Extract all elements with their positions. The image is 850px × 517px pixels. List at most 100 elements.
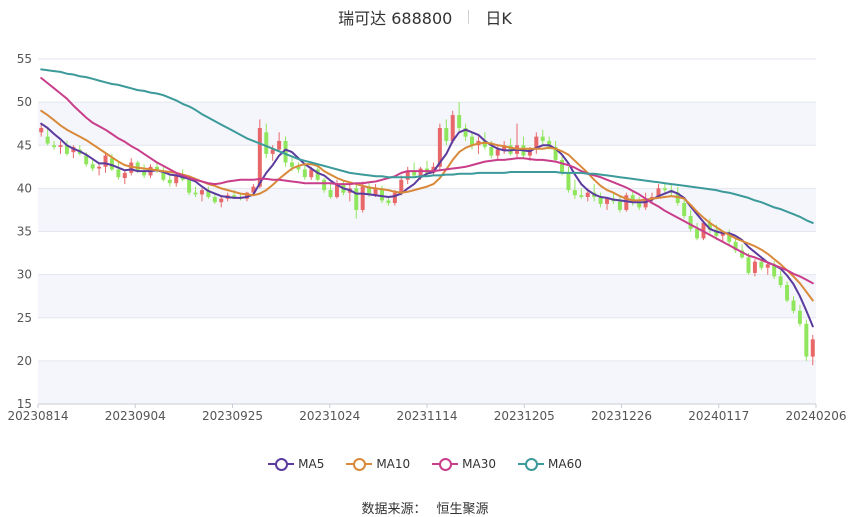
candle: [785, 281, 790, 303]
y-tick-label: 30: [17, 268, 32, 282]
candle-body: [39, 128, 44, 133]
candle-body: [199, 190, 204, 195]
candle-body: [797, 310, 802, 324]
candle: [193, 186, 198, 197]
candle-body: [193, 192, 198, 195]
legend-item-ma10[interactable]: MA10: [346, 457, 410, 471]
candle-body: [232, 195, 237, 197]
legend-item-ma30[interactable]: MA30: [432, 457, 496, 471]
grid-band: [38, 360, 816, 404]
header-divider: [468, 10, 470, 24]
candle: [791, 296, 796, 314]
candle: [534, 132, 539, 154]
candle-body: [289, 162, 294, 167]
candle: [778, 270, 783, 288]
candle-body: [244, 192, 249, 199]
candle: [810, 335, 815, 366]
candle-body: [585, 192, 590, 197]
ma-line-ma30: [40, 77, 814, 285]
candle-body: [714, 229, 719, 236]
candle-body: [52, 145, 57, 147]
candle: [58, 140, 63, 154]
candle-body: [264, 132, 269, 154]
candle: [90, 158, 95, 172]
legend-item-ma5[interactable]: MA5: [268, 457, 324, 471]
candle-body: [662, 188, 667, 191]
candle: [804, 319, 809, 361]
candle-body: [598, 197, 603, 204]
candle-body: [97, 166, 102, 169]
candle-body: [360, 186, 365, 210]
candle: [637, 197, 642, 210]
legend-marker: [518, 458, 545, 471]
candle: [752, 259, 757, 277]
candle-body: [566, 172, 571, 191]
candle-body: [322, 179, 327, 191]
candle-body: [116, 169, 121, 178]
candle-body: [637, 203, 642, 208]
candle: [296, 162, 301, 173]
candle-body: [624, 195, 629, 210]
candle-body: [367, 186, 372, 195]
candle-body: [309, 169, 314, 178]
moving-average-lines: [40, 68, 814, 328]
chart-header: 瑞可达 688800 日K: [0, 5, 850, 29]
candle-body: [386, 200, 391, 204]
candle: [457, 102, 462, 133]
x-tick-label: 20231024: [299, 409, 360, 423]
candle-body: [399, 179, 404, 193]
period-label[interactable]: 日K: [485, 9, 512, 28]
candle: [553, 140, 558, 163]
grid-band: [38, 102, 816, 146]
candle-body: [251, 186, 256, 193]
candle-body: [283, 140, 288, 163]
candle-body: [219, 198, 224, 203]
candle-body: [752, 261, 757, 273]
candle: [797, 304, 802, 327]
x-tick-label: 20230904: [105, 409, 166, 423]
candle-body: [154, 166, 159, 172]
candle: [334, 179, 339, 199]
candle: [264, 123, 269, 159]
candle: [206, 186, 211, 199]
candle-body: [354, 188, 359, 210]
candle: [431, 162, 436, 176]
candle-body: [617, 201, 622, 210]
candle: [566, 166, 571, 193]
candle: [283, 136, 288, 167]
legend-label: MA30: [462, 457, 497, 471]
candle: [688, 209, 693, 232]
candle-body: [502, 145, 507, 150]
candle: [598, 192, 603, 208]
candle: [707, 218, 712, 234]
candle-body: [707, 222, 712, 230]
candle-body: [379, 188, 384, 201]
legend-label: MA5: [298, 457, 325, 471]
candle: [444, 119, 449, 146]
candle: [354, 184, 359, 219]
candle-body: [540, 136, 545, 141]
legend-label: MA60: [548, 457, 582, 471]
candle: [257, 119, 262, 189]
candle-body: [560, 159, 565, 173]
candle: [765, 261, 770, 275]
x-tick-label: 20240206: [785, 409, 846, 423]
candle-body: [527, 149, 532, 156]
legend-item-ma60[interactable]: MA60: [518, 457, 582, 471]
candle: [572, 179, 577, 199]
candle: [302, 164, 307, 180]
candle-body: [553, 146, 558, 160]
candle-body: [302, 169, 307, 178]
candle-body: [58, 145, 63, 147]
candle-body: [656, 188, 661, 197]
candle-body: [270, 149, 275, 154]
x-tick-label: 20230814: [7, 409, 68, 423]
legend-label: MA10: [376, 457, 411, 471]
x-tick-label: 20230925: [202, 409, 263, 423]
candle-body: [765, 264, 770, 268]
candle-body: [187, 179, 192, 193]
candle-body: [746, 257, 751, 273]
y-tick-label: 50: [17, 95, 32, 109]
candle-body: [373, 188, 378, 195]
